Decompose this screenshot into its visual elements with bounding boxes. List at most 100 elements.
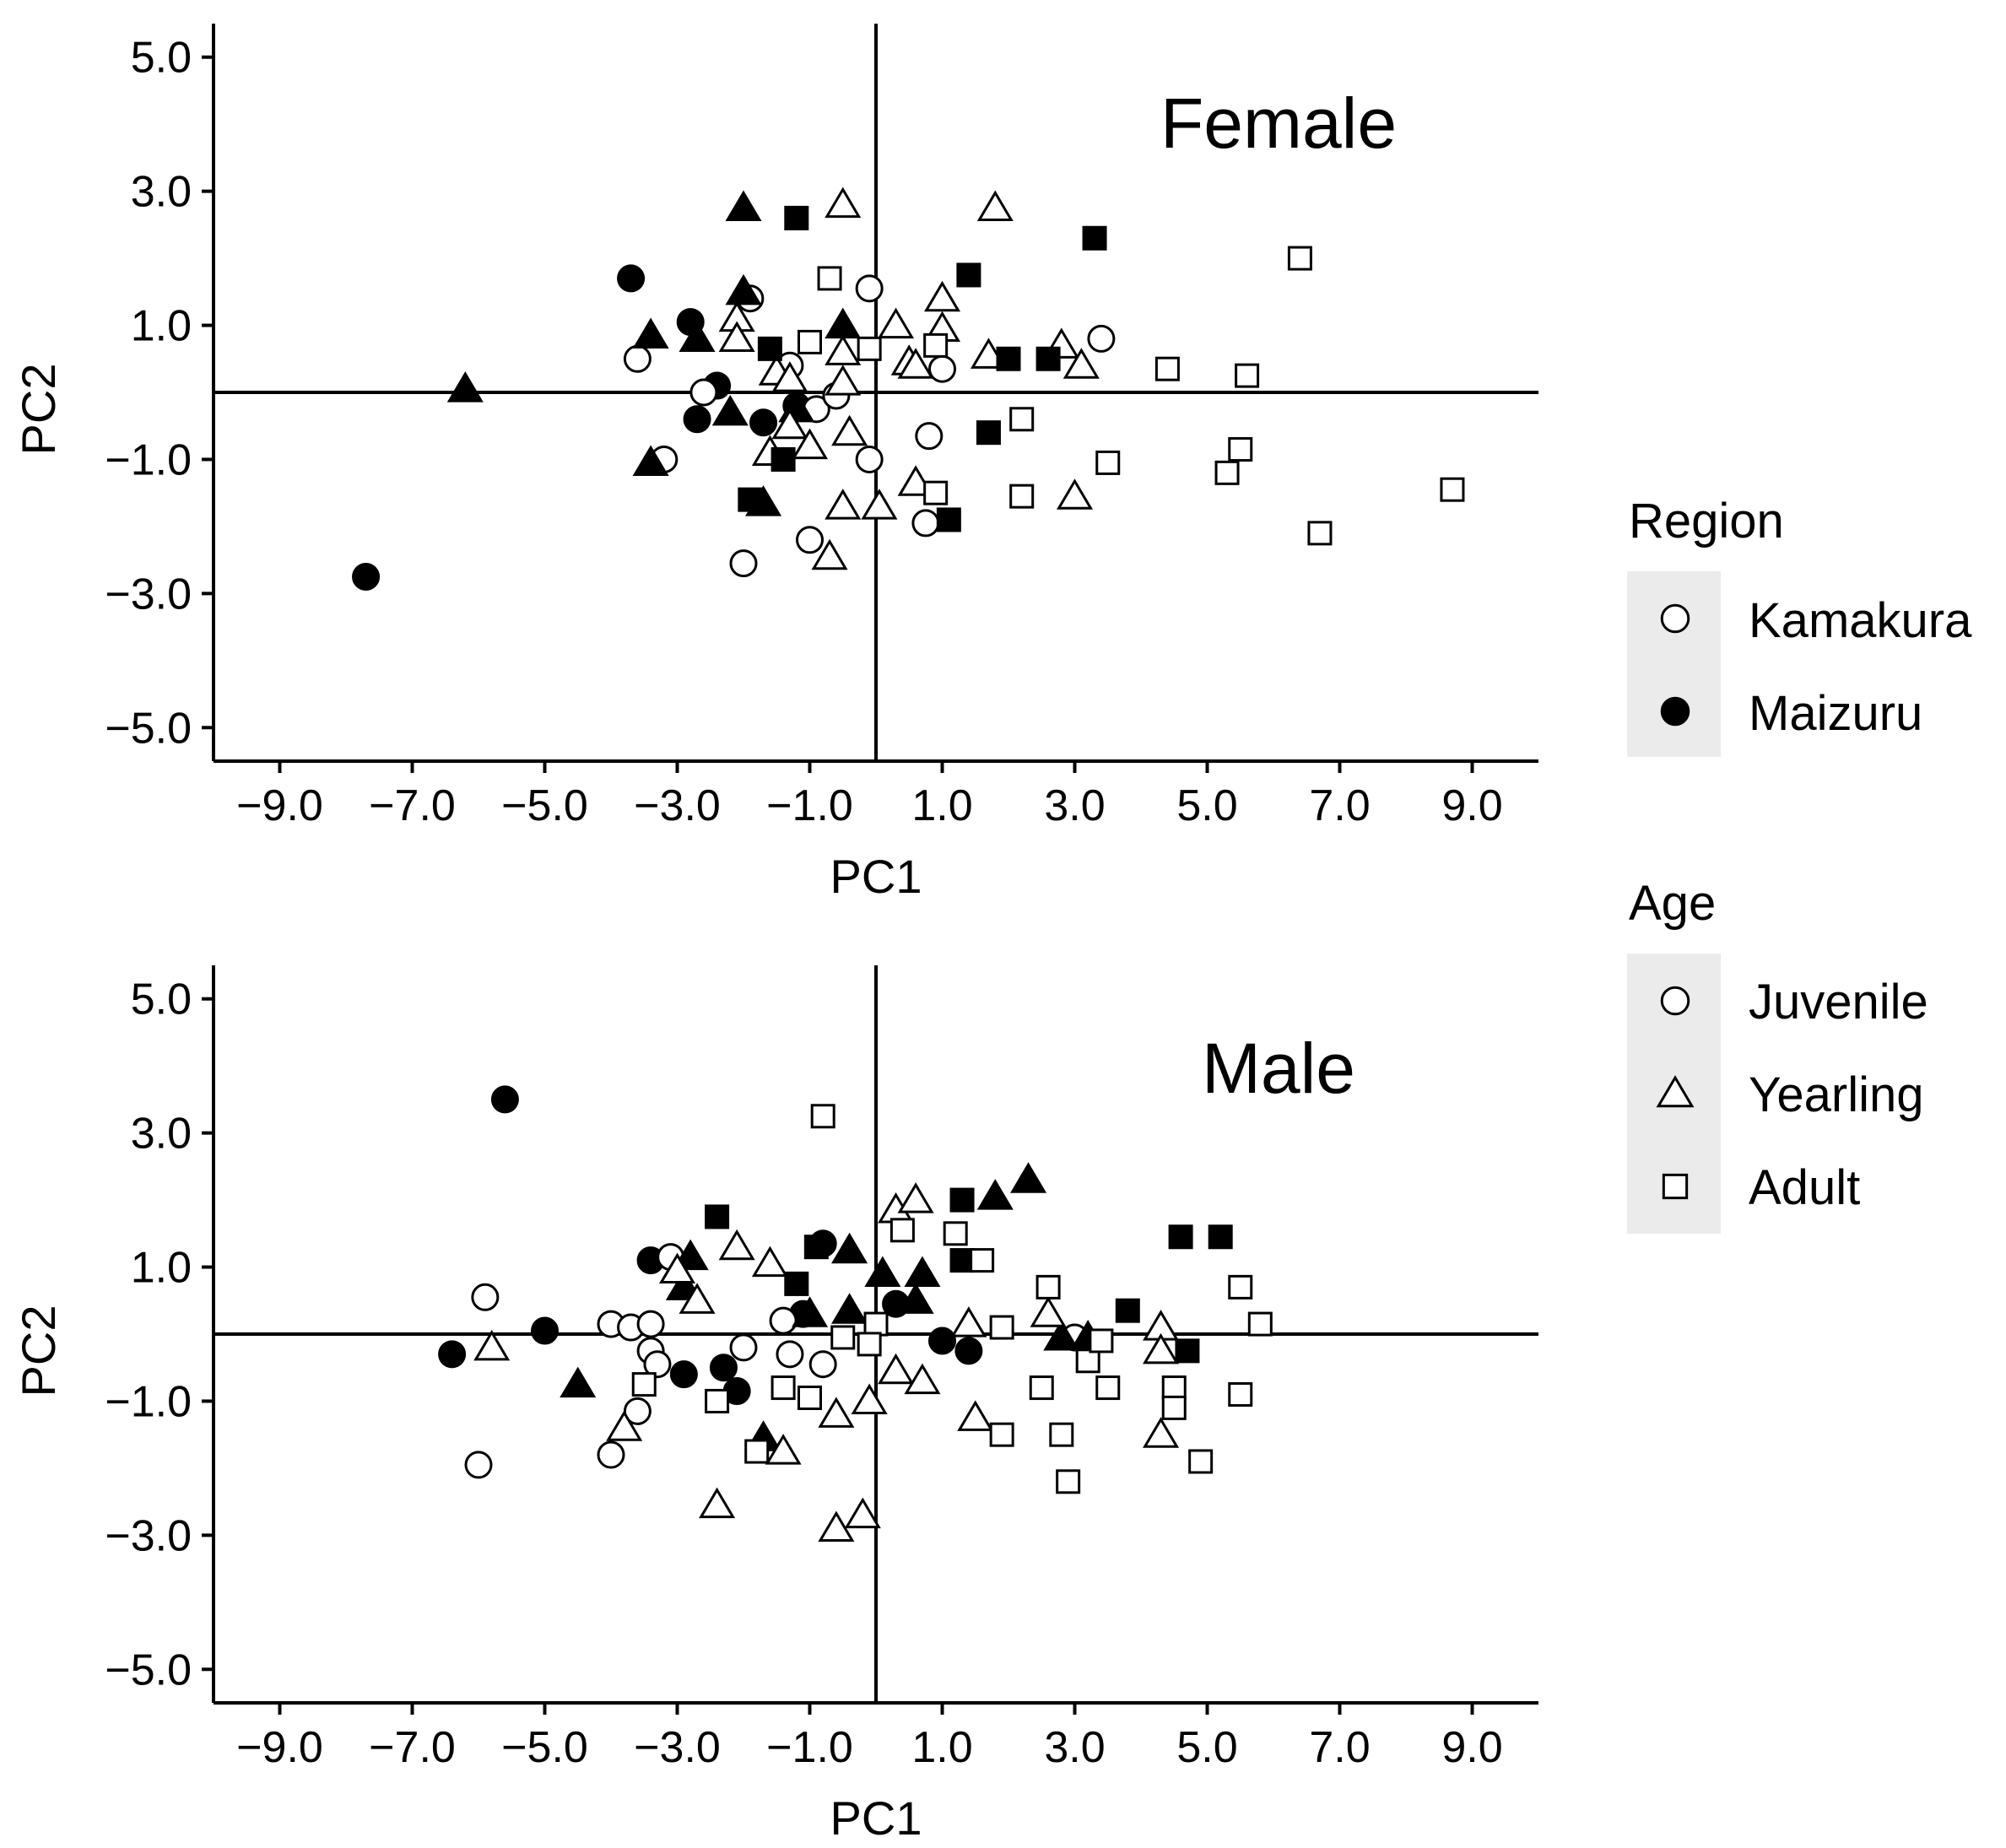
male-point-kamakura-adult [770,1375,796,1401]
female-point-maizuru-yearling [446,371,484,403]
male-point-maizuru-yearling [897,1283,934,1314]
female-point-maizuru-yearling [725,273,762,305]
female-point-kamakura-adult [798,329,822,354]
male-point-kamakura-yearling [818,1397,855,1428]
male-point-kamakura-yearling [699,1487,736,1519]
female-x-tick-label: −1.0 [766,781,853,830]
legend-key-kamakura [1660,603,1690,634]
male-point-kamakura-adult [970,1248,995,1273]
female-x-tick-label: 1.0 [911,781,972,830]
female-point-maizuru-juvenile [617,264,646,293]
female-x-axis-title: PC1 [830,850,922,903]
female-point-kamakura-adult [1440,477,1465,502]
male-point-kamakura-adult [989,1422,1014,1447]
female-point-maizuru-juvenile [683,405,711,434]
male-point-kamakura-adult [1056,1469,1081,1494]
female-point-kamakura-adult [923,332,949,358]
female-x-tick-label: 3.0 [1044,781,1105,830]
female-point-kamakura-yearling [923,280,961,312]
male-point-kamakura-adult [1095,1375,1121,1401]
male-point-kamakura-yearling [1030,1296,1067,1327]
male-point-kamakura-adult [705,1388,730,1413]
female-point-kamakura-juvenile [911,509,940,538]
male-point-maizuru-yearling [976,1179,1014,1210]
male-point-kamakura-yearling [658,1252,696,1284]
female-point-kamakura-adult [1009,407,1035,432]
male-x-tick-label: −7.0 [369,1723,456,1772]
male-x-tick-label: −5.0 [501,1723,588,1772]
male-point-maizuru-adult [1208,1224,1233,1250]
female-point-kamakura-yearling [791,428,829,460]
male-point-kamakura-adult [1075,1348,1100,1374]
male-y-tick-label: −3.0 [105,1511,192,1560]
legend-title-region: Region [1629,494,1784,548]
female-point-kamakura-yearling [897,348,934,379]
male-point-kamakura-adult [1228,1274,1253,1300]
male-point-kamakura-adult [1228,1382,1253,1408]
female-point-kamakura-juvenile [915,422,944,451]
male-point-maizuru-juvenile [438,1340,467,1369]
male-point-kamakura-yearling [950,1306,987,1337]
legend-title-age: Age [1629,876,1716,931]
male-point-maizuru-juvenile [669,1360,698,1389]
male-point-kamakura-adult [1188,1449,1214,1474]
female-y-tick-label: 3.0 [131,168,192,217]
female-point-kamakura-adult [1235,363,1260,388]
male-point-maizuru-yearling [1010,1162,1047,1193]
female-point-maizuru-adult [1035,346,1061,371]
female-y-axis-title: PC2 [12,364,65,456]
legend-label-adult: Adult [1749,1160,1860,1215]
male-point-maizuru-yearling [864,1256,901,1288]
male-point-kamakura-yearling [851,1383,888,1414]
male-x-tick-label: 7.0 [1309,1723,1370,1772]
female-point-kamakura-yearling [771,361,808,392]
female-point-maizuru-adult [936,507,961,532]
female-point-maizuru-adult [976,420,1001,446]
male-point-kamakura-yearling [751,1246,788,1278]
legend-symbol-square [1662,1173,1689,1200]
female-panel: −9.0 −7.0 −5.0 −3.0 −1.0 1.0 3.0 5.0 7.0 9.0 5.0 3.… [12,24,1538,903]
male-x-tick-label: 3.0 [1044,1723,1105,1772]
male-point-maizuru-juvenile [954,1337,983,1365]
female-point-kamakura-yearling [825,365,862,396]
male-x-tick-label: 9.0 [1441,1723,1502,1772]
female-point-kamakura-adult [923,480,949,505]
female-point-kamakura-yearling [1056,478,1094,510]
female-point-kamakura-adult [857,336,882,361]
female-point-maizuru-juvenile [352,563,381,591]
male-x-tick-label: 5.0 [1176,1723,1237,1772]
male-point-kamakura-yearling [897,1182,934,1213]
male-point-maizuru-juvenile [709,1354,738,1382]
female-point-maizuru-yearling [725,190,762,222]
male-point-kamakura-adult [1161,1395,1187,1420]
female-point-kamakura-adult [1228,437,1253,462]
male-x-tick-label: 1.0 [911,1723,972,1772]
female-panel-title: Female [1160,84,1397,163]
male-point-kamakura-juvenile [636,1310,665,1338]
male-point-kamakura-juvenile [471,1283,500,1311]
male-point-kamakura-juvenile [808,1350,837,1379]
female-x-tick-label: −5.0 [501,781,588,830]
male-point-kamakura-yearling [606,1410,643,1441]
male-y-tick-label: 1.0 [131,1244,192,1293]
male-point-maizuru-adult [1115,1298,1140,1323]
legend-key-juvenile [1660,986,1690,1016]
female-point-kamakura-juvenile [796,526,824,554]
female-point-maizuru-adult [770,446,796,472]
male-point-kamakura-adult [1161,1375,1187,1401]
male-point-kamakura-adult [830,1325,856,1350]
male-point-maizuru-juvenile [490,1085,519,1114]
female-point-maizuru-yearling [679,321,716,352]
female-point-kamakura-adult [1287,246,1312,271]
male-point-kamakura-yearling [1143,1417,1180,1448]
male-point-kamakura-yearling [473,1329,511,1361]
male-y-tick-label: 3.0 [131,1110,192,1159]
male-point-maizuru-yearling [791,1296,829,1327]
male-point-maizuru-yearling [560,1366,597,1398]
male-point-kamakura-yearling [818,1510,855,1542]
male-point-maizuru-adult [784,1271,809,1296]
male-point-kamakura-adult [1035,1274,1061,1300]
female-point-maizuru-adult [757,336,782,361]
female-x-tick-label: −9.0 [236,781,323,830]
